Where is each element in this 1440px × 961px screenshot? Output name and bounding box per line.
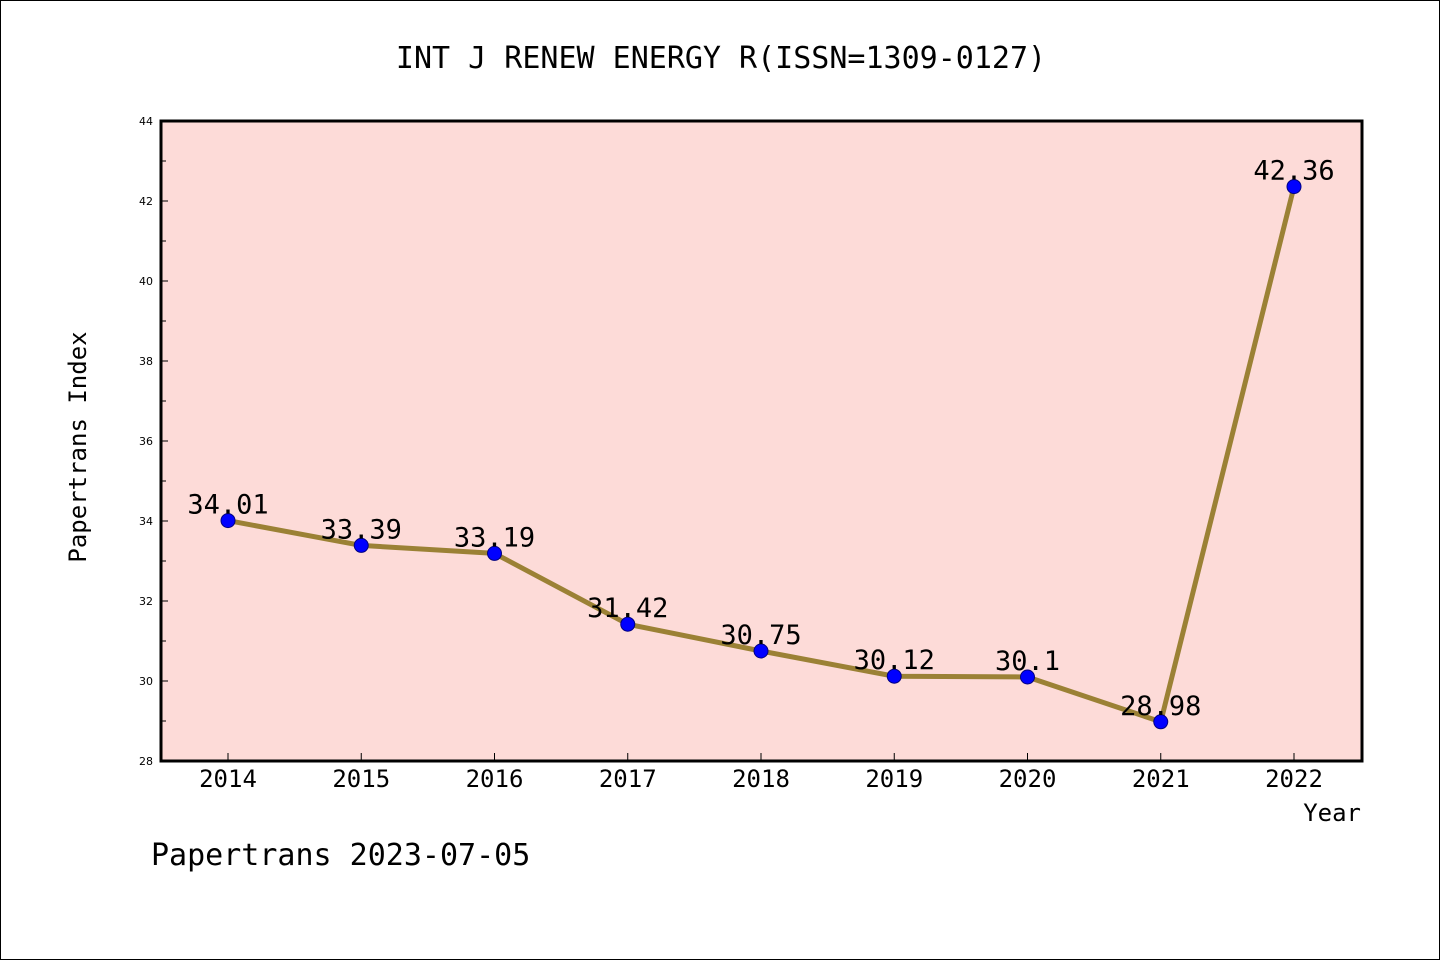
data-label: 34.01	[187, 490, 268, 521]
data-point	[1153, 714, 1169, 730]
data-point	[220, 513, 236, 529]
y-tick-label: 36	[139, 435, 153, 448]
y-tick-label: 42	[139, 195, 153, 208]
data-label: 33.19	[454, 522, 535, 553]
data-label: 30.12	[854, 645, 935, 676]
y-axis-title: Papertrans Index	[64, 331, 92, 562]
y-tick-label: 40	[139, 275, 153, 288]
x-tick-label: 2014	[199, 765, 257, 793]
x-tick-label: 2021	[1132, 765, 1190, 793]
data-point	[1286, 179, 1302, 195]
data-label: 30.1	[995, 646, 1060, 677]
data-point	[620, 616, 636, 632]
data-label: 30.75	[720, 620, 801, 651]
plot-area	[161, 121, 1362, 761]
x-tick-label: 2022	[1265, 765, 1323, 793]
data-point	[753, 643, 769, 659]
x-tick-label: 2015	[332, 765, 390, 793]
x-tick-label: 2018	[732, 765, 790, 793]
data-point	[487, 545, 502, 561]
x-tick-label: 2017	[599, 765, 657, 793]
plot-border	[159, 119, 1364, 763]
data-point	[1020, 669, 1035, 685]
data-label: 31.42	[587, 593, 668, 624]
y-tick-label: 32	[139, 595, 153, 608]
data-label: 42.36	[1253, 156, 1334, 187]
footer-text: Papertrans 2023-07-05	[151, 838, 530, 873]
x-tick-label: 2019	[865, 765, 923, 793]
x-tick-label: 2016	[466, 765, 524, 793]
data-label: 28.98	[1120, 691, 1201, 722]
y-tick-label: 38	[139, 355, 153, 368]
y-tick-label: 30	[139, 675, 153, 688]
x-axis-title: Year	[1303, 799, 1361, 827]
chart-title: INT J RENEW ENERGY R(ISSN=1309-0127)	[396, 41, 1046, 76]
x-tick-label: 2020	[999, 765, 1057, 793]
data-label: 33.39	[321, 514, 402, 545]
y-tick-label: 34	[139, 515, 153, 528]
data-point	[886, 668, 902, 684]
data-point	[353, 537, 369, 553]
y-tick-label: 44	[139, 115, 153, 128]
y-tick-label: 28	[139, 755, 153, 768]
